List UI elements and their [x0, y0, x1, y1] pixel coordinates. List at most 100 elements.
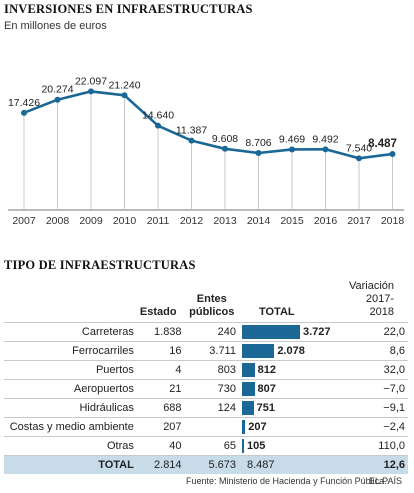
cell-total: 751: [239, 399, 342, 418]
x-tick-label: 2008: [46, 215, 70, 227]
table-row: Hidráulicas 688 124 751 −9,1: [4, 398, 408, 418]
data-label: 8.487: [368, 138, 397, 150]
cell-total: 807: [239, 380, 342, 399]
cell-entes: 3.711: [209, 345, 236, 357]
x-tick-label: 2009: [79, 215, 103, 227]
row-label: Carreteras: [81, 326, 134, 338]
x-tick-label: 2014: [247, 215, 271, 227]
data-label: 9.492: [312, 133, 338, 145]
data-point: [54, 96, 61, 103]
table-title: TIPO DE INFRAESTRUCTURAS: [4, 258, 196, 272]
total-value: 207: [248, 421, 267, 433]
total-variacion: 12,6: [383, 459, 405, 471]
x-tick-label: 2007: [12, 215, 36, 227]
total-bar: [241, 325, 300, 339]
x-tick-label: 2012: [180, 215, 204, 227]
total-row: TOTAL 2.814 5.673 8.487 12,6: [4, 455, 408, 474]
cell-entes: 240: [217, 326, 236, 338]
total-entes: 5.673: [208, 459, 236, 471]
header-total: TOTAL: [258, 306, 295, 318]
total-estado: 2.814: [154, 459, 182, 471]
data-label: 9.469: [279, 133, 305, 145]
cell-variacion: 22,0: [383, 326, 405, 338]
cell-total: 105: [239, 437, 342, 456]
cell-total: 2.078: [239, 342, 342, 361]
cell-variacion: 32,0: [383, 364, 405, 376]
data-point: [188, 137, 195, 144]
data-point: [389, 150, 396, 157]
cell-estado: 1.838: [154, 326, 182, 338]
total-value: 751: [256, 402, 276, 414]
table-body: Carreteras 1.838 240 3.727 22,0 Ferrocarriles…: [4, 322, 408, 474]
total-value: 2.078: [277, 345, 305, 357]
data-label: 14.640: [142, 110, 174, 122]
cell-variacion: −9,1: [383, 402, 405, 414]
cell-estado: 207: [163, 421, 182, 433]
data-label: 7.540: [346, 142, 372, 154]
chart-subtitle: En millones de euros: [4, 20, 107, 32]
data-point: [121, 92, 128, 99]
chart-title: INVERSIONES EN INFRAESTRUCTURAS: [4, 2, 253, 16]
infrastructure-table: Estado Entes públicos TOTAL Variación 20…: [4, 280, 408, 474]
x-tick-label: 2015: [280, 215, 304, 227]
data-label: 11.387: [176, 125, 207, 137]
cell-estado: 4: [175, 364, 182, 376]
source-note: Fuente: Ministerio de Hacienda y Función…: [186, 476, 387, 486]
data-label: 8.706: [245, 137, 271, 149]
total-bar: [241, 363, 255, 377]
table-row: Carreteras 1.838 240 3.727 22,0: [4, 322, 408, 342]
row-label: Otras: [106, 440, 134, 452]
x-tick-label: 2018: [381, 215, 405, 227]
total-bar: [241, 439, 244, 453]
data-point: [222, 145, 228, 152]
row-label: Ferrocarriles: [72, 345, 134, 357]
row-label: Costas y medio ambiente: [9, 421, 134, 433]
cell-variacion: −7,0: [383, 383, 405, 395]
data-point: [88, 88, 94, 95]
total-value: 105: [246, 440, 266, 452]
x-tick-label: 2010: [113, 215, 137, 227]
data-point: [289, 146, 295, 153]
cell-total: 207: [239, 418, 342, 437]
cell-estado: 16: [169, 345, 182, 357]
total-label: TOTAL: [98, 459, 134, 471]
data-point: [255, 149, 262, 156]
total-bar: [241, 401, 254, 415]
data-label: 9.608: [212, 133, 238, 145]
cell-entes: 730: [217, 383, 236, 395]
cell-variacion: 110,0: [378, 440, 405, 452]
cell-total: 812: [239, 361, 342, 380]
header-variacion: Variación 2017-2018: [348, 280, 394, 318]
header-estado: Estado: [139, 306, 177, 318]
x-tick-label: 2011: [147, 215, 170, 227]
row-label: Puertos: [95, 364, 134, 376]
data-point: [356, 155, 362, 162]
header-blank: [4, 280, 137, 323]
data-label: 20.274: [41, 84, 73, 96]
total-bar: [241, 344, 275, 358]
total-value: 812: [257, 364, 276, 376]
header-entes: Entes públicos: [189, 293, 235, 318]
x-tick-label: 2016: [314, 215, 338, 227]
total-value: 3.727: [302, 326, 331, 338]
row-label: Hidráulicas: [79, 402, 134, 414]
total-total: 8.487: [246, 459, 275, 471]
x-tick-label: 2013: [213, 215, 237, 227]
total-bar: [241, 420, 246, 434]
data-label: 21.240: [108, 79, 140, 91]
cell-entes: 65: [223, 440, 236, 452]
table-header-row: Estado Entes públicos TOTAL Variación 20…: [4, 280, 408, 323]
cell-estado: 40: [169, 440, 182, 452]
series-line: [23, 90, 393, 160]
table-row: Puertos 4 803 812 32,0: [4, 360, 408, 380]
x-tick-label: 2017: [347, 215, 371, 227]
brand-logo: EL PAÍS: [368, 476, 402, 486]
data-label: 17.426: [8, 97, 40, 109]
cell-entes: 124: [217, 402, 236, 414]
cell-entes: 803: [217, 364, 236, 376]
data-point: [322, 146, 329, 153]
table-row: Otras 40 65 105 110,0: [4, 436, 408, 456]
total-value: 807: [257, 383, 276, 395]
data-point: [21, 109, 27, 116]
table-row: Ferrocarriles 16 3.711 2.078 8,6: [4, 341, 408, 361]
